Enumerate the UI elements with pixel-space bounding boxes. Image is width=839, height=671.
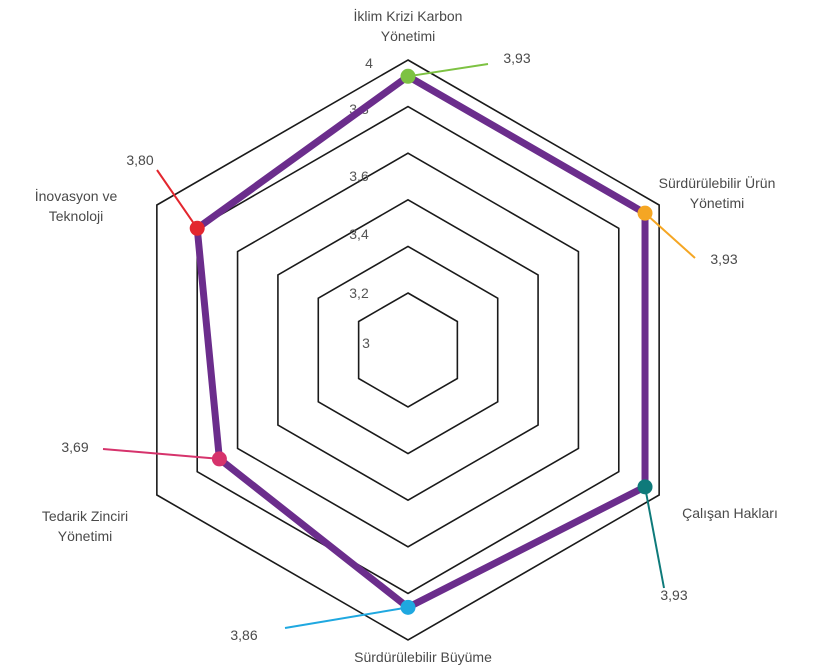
tick-labels: 33,23,43,63,84 [349, 55, 373, 351]
category-label-line: Sürdürülebilir Büyüme [354, 649, 492, 665]
category-labels: İklim Krizi Karbon YönetimiSürdürülebilir… [35, 7, 778, 665]
category-label: Çalışan Hakları [682, 505, 778, 521]
value-labels: 3,93 3,93 3,93 3,86 3,69 3,80 [61, 50, 737, 643]
data-points [189, 68, 653, 615]
category-label-line: Sürdürülebilir Ürün [659, 174, 776, 191]
category-label-line: İnovasyon ve [35, 187, 118, 204]
category-label: Sürdürülebilir Büyüme [354, 649, 492, 665]
category-label: Sürdürülebilir Ürün Yönetimi [659, 174, 776, 211]
tick-label: 3,4 [349, 226, 369, 242]
category-label-line: Yönetimi [690, 195, 744, 211]
value-label: 3,80 [126, 152, 153, 168]
category-label: İklim Krizi Karbon Yönetimi [354, 7, 463, 44]
value-label: 3,93 [503, 50, 530, 66]
category-label-line: Yönetimi [58, 528, 112, 544]
category-label-line: Çalışan Hakları [682, 505, 778, 521]
tick-label: 3 [362, 335, 370, 351]
category-label-line: İklim Krizi Karbon [354, 7, 463, 24]
data-point [189, 220, 205, 236]
data-point [400, 68, 416, 84]
leader-line [156, 169, 199, 229]
category-label-line: Yönetimi [381, 28, 435, 44]
category-label: İnovasyon ve Teknoloji [35, 187, 118, 224]
tick-label: 3,6 [349, 168, 369, 184]
data-point [400, 599, 416, 615]
data-point [637, 479, 653, 495]
value-label: 3,93 [710, 251, 737, 267]
leader-line [644, 486, 665, 589]
data-point [637, 205, 653, 221]
category-label: Tedarik Zinciri Yönetimi [42, 508, 128, 544]
category-label-line: Tedarik Zinciri [42, 508, 128, 524]
leader-line [644, 212, 696, 259]
grid-ring-2 [277, 198, 539, 502]
leader-line [102, 448, 220, 460]
radar-grid [156, 59, 660, 641]
category-label-line: Teknoloji [49, 208, 103, 224]
grid-ring-5 [156, 59, 660, 641]
leader-line [407, 63, 489, 78]
value-label: 3,93 [660, 587, 687, 603]
leader-line [284, 606, 409, 629]
tick-label: 4 [365, 55, 373, 71]
tick-label: 3,2 [349, 285, 369, 301]
data-point [211, 451, 227, 467]
grid-ring-0 [357, 292, 459, 408]
value-label: 3,69 [61, 439, 88, 455]
value-label: 3,86 [230, 627, 257, 643]
grid-ring-1 [317, 245, 499, 455]
grid-ring-3 [236, 152, 580, 548]
